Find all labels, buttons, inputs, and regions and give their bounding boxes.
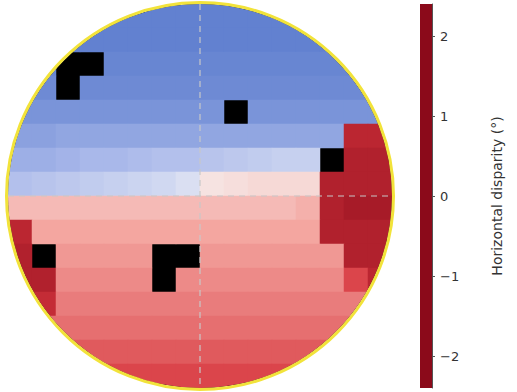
svg-text:Horizontal disparity (°): Horizontal disparity (°) (489, 116, 505, 275)
svg-text:1: 1 (440, 109, 448, 124)
svg-text:−2: −2 (440, 349, 459, 364)
svg-text:0: 0 (440, 189, 448, 204)
svg-text:2: 2 (440, 29, 448, 44)
svg-text:−1: −1 (440, 269, 459, 284)
